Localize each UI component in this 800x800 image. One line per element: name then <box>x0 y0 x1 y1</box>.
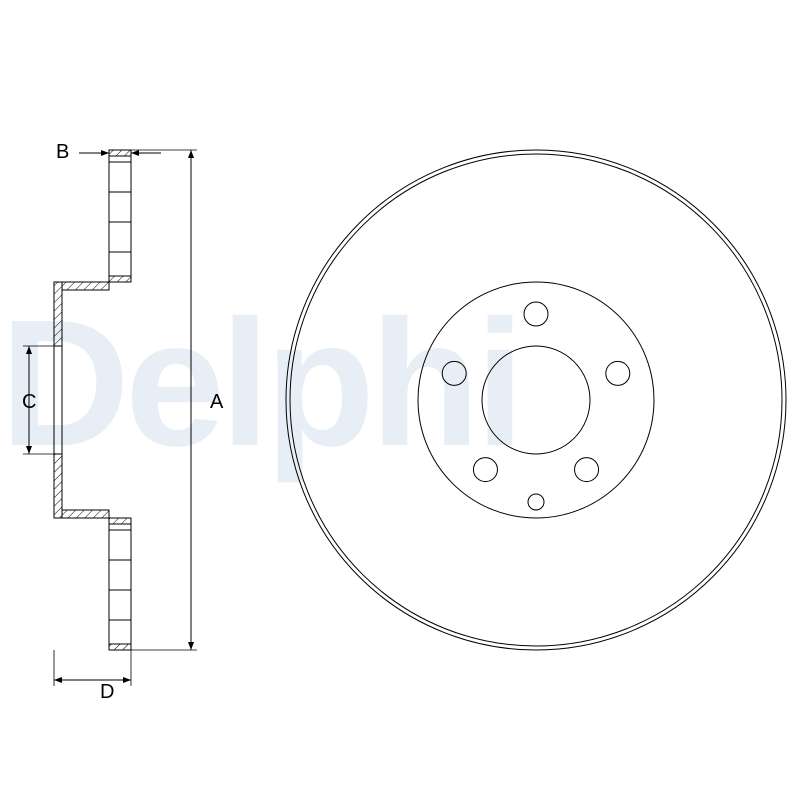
label-C: C <box>22 391 36 413</box>
dimension-A: A <box>131 150 224 650</box>
brake-disc-diagram: A B C D <box>0 0 800 800</box>
label-D: D <box>100 681 114 703</box>
dimension-C: C <box>22 346 54 454</box>
label-A: A <box>210 391 224 413</box>
bolt-hole <box>524 302 548 326</box>
side-view <box>54 150 131 650</box>
face-view <box>286 150 786 650</box>
label-B: B <box>56 141 69 163</box>
bolt-hole <box>575 458 599 482</box>
bolt-hole <box>606 361 630 385</box>
bolt-hole <box>442 361 466 385</box>
bolt-hole <box>473 458 497 482</box>
dimension-D: D <box>54 650 131 703</box>
